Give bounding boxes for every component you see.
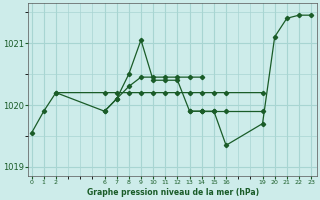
X-axis label: Graphe pression niveau de la mer (hPa): Graphe pression niveau de la mer (hPa) bbox=[86, 188, 259, 197]
